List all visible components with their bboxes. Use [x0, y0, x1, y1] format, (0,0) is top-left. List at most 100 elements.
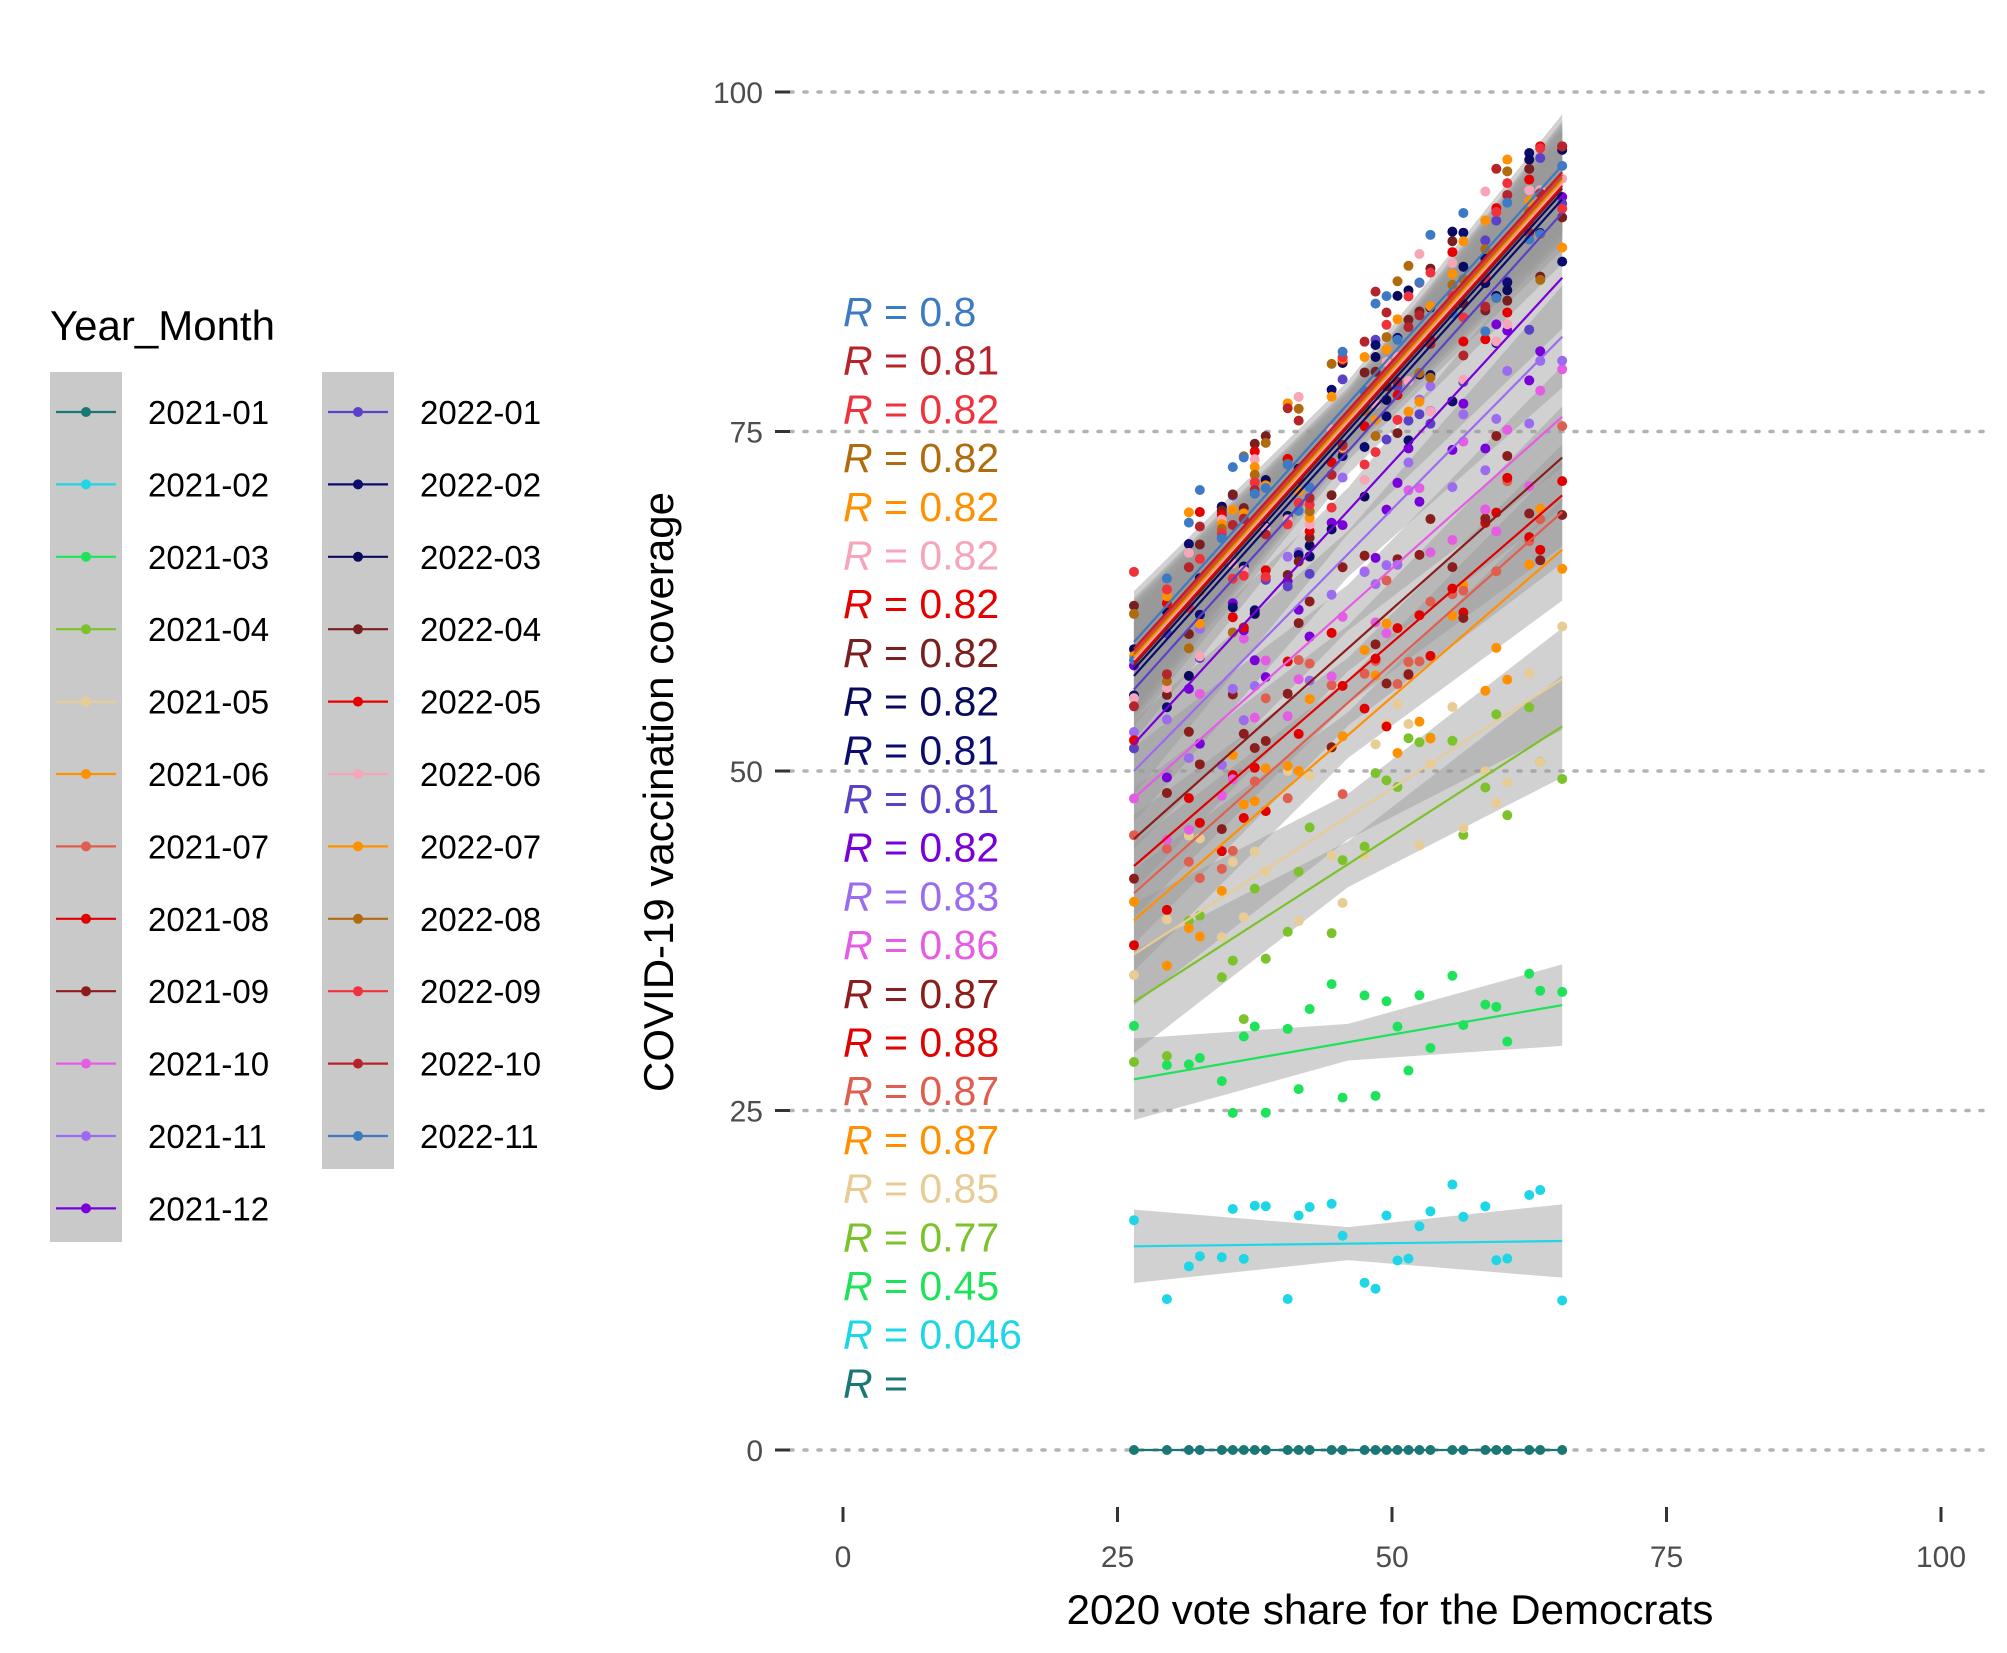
- data-point: [1304, 771, 1315, 782]
- data-point: [1249, 446, 1260, 457]
- data-point: [1260, 735, 1271, 746]
- data-point: [1227, 519, 1238, 530]
- data-point: [1128, 693, 1139, 704]
- data-point: [1293, 655, 1304, 666]
- legend-label: 2021-05: [148, 684, 269, 721]
- data-point: [1293, 674, 1304, 685]
- data-point: [1293, 415, 1304, 426]
- data-point: [1282, 1023, 1293, 1034]
- data-point: [1293, 403, 1304, 414]
- data-point: [1458, 336, 1469, 347]
- data-point: [1392, 1021, 1403, 1032]
- data-point: [1359, 459, 1370, 470]
- data-point: [1381, 618, 1392, 629]
- legend-key-point: [353, 769, 363, 779]
- data-point: [1381, 996, 1392, 1007]
- data-point: [1425, 650, 1436, 661]
- legend-key-point: [353, 841, 363, 852]
- data-point: [1128, 1020, 1139, 1031]
- data-point: [1304, 694, 1315, 705]
- data-point: [1282, 711, 1293, 722]
- data-point: [1414, 840, 1425, 851]
- data-point: [1535, 229, 1546, 240]
- data-point: [1359, 352, 1370, 363]
- legend-key-point: [353, 1058, 363, 1069]
- legend-label: 2022-11: [420, 1118, 539, 1155]
- data-point: [1403, 656, 1414, 667]
- data-point: [1425, 1206, 1436, 1217]
- data-point: [1260, 655, 1271, 666]
- data-point: [1524, 968, 1535, 979]
- data-point: [1557, 421, 1568, 432]
- data-point: [1304, 1202, 1315, 1213]
- legend-key-point: [81, 1131, 91, 1141]
- data-point: [1414, 549, 1425, 560]
- data-point: [1194, 759, 1205, 770]
- data-point: [1293, 866, 1304, 877]
- data-point: [1491, 709, 1502, 720]
- data-point: [1194, 521, 1205, 532]
- r-label: R = 0.82: [843, 533, 999, 579]
- data-point: [1183, 562, 1194, 573]
- data-point: [1183, 628, 1194, 639]
- r-label: R = 0.87: [843, 971, 999, 1017]
- data-point: [1260, 571, 1271, 582]
- data-point: [1128, 701, 1139, 712]
- data-point: [1392, 1255, 1403, 1266]
- data-point: [1480, 685, 1491, 696]
- data-point: [1326, 627, 1337, 638]
- data-point: [1403, 733, 1414, 744]
- data-point: [1447, 444, 1458, 455]
- data-point: [1502, 154, 1513, 165]
- data-point: [1161, 669, 1172, 680]
- data-point: [1238, 633, 1249, 644]
- data-point: [1293, 1084, 1304, 1095]
- legend-key-point: [353, 624, 363, 635]
- data-point: [1183, 538, 1194, 549]
- regression-lines: [1133, 164, 1564, 1452]
- data-point: [1535, 153, 1546, 164]
- r-label: R = 0.046: [843, 1312, 1022, 1358]
- data-point: [1359, 703, 1370, 714]
- data-point: [1249, 1200, 1260, 1211]
- data-point: [1293, 1210, 1304, 1221]
- data-point: [1282, 551, 1293, 562]
- data-point: [1535, 1185, 1546, 1196]
- data-point: [1502, 197, 1513, 208]
- data-point: [1359, 474, 1370, 485]
- data-point: [1249, 454, 1260, 465]
- data-point: [1227, 504, 1238, 515]
- regression-line: [1133, 187, 1564, 666]
- data-point: [1458, 613, 1469, 624]
- data-point: [1502, 295, 1513, 306]
- data-point: [1359, 441, 1370, 452]
- regression-line: [1133, 179, 1564, 658]
- data-point: [1161, 772, 1172, 783]
- legend-label: 2021-08: [148, 901, 269, 938]
- data-point: [1359, 567, 1370, 578]
- data-point: [1128, 608, 1139, 619]
- data-point: [1381, 575, 1392, 586]
- legend-label: 2021-06: [148, 756, 269, 793]
- data-point: [1491, 797, 1502, 808]
- data-point: [1249, 712, 1260, 723]
- data-point: [1557, 773, 1568, 784]
- data-point: [1337, 855, 1348, 866]
- data-point: [1337, 472, 1348, 483]
- data-point: [1403, 1253, 1414, 1264]
- data-point: [1238, 799, 1249, 810]
- data-point: [1535, 385, 1546, 396]
- data-point: [1183, 670, 1194, 681]
- data-point: [1502, 277, 1513, 288]
- data-point: [1370, 298, 1381, 309]
- regression-line: [1133, 548, 1563, 922]
- y-tick-label: 25: [730, 1096, 763, 1129]
- data-point: [1557, 242, 1568, 253]
- data-point: [1447, 970, 1458, 981]
- data-point: [1249, 438, 1260, 449]
- data-point: [1524, 185, 1535, 196]
- regression-line: [1133, 678, 1563, 956]
- data-point: [1326, 490, 1337, 501]
- r-label: R = 0.88: [843, 1020, 999, 1066]
- data-point: [1128, 1056, 1139, 1067]
